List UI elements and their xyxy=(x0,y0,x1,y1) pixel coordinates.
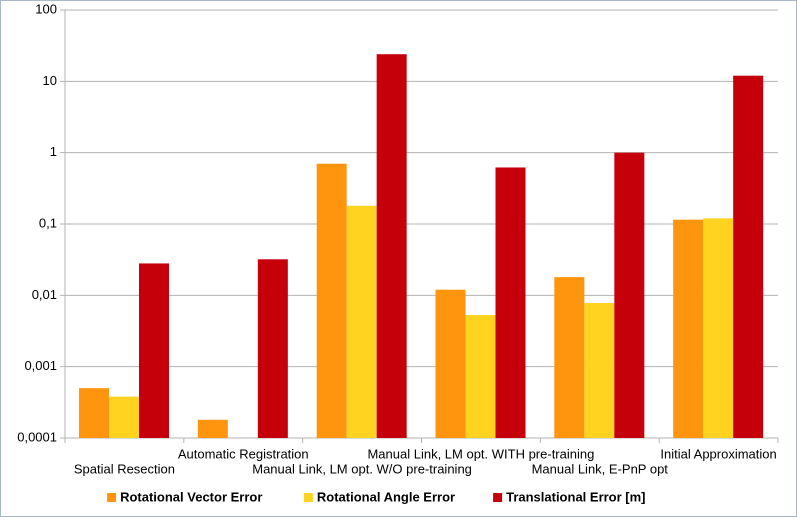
bar xyxy=(316,163,347,438)
y-tick-label: 0,0001 xyxy=(17,429,57,444)
legend-swatch xyxy=(493,493,503,502)
y-tick-label: 0,01 xyxy=(32,287,57,302)
x-tick-label: Spatial Resection xyxy=(74,461,175,476)
y-tick-label: 1 xyxy=(50,144,57,159)
bar xyxy=(139,263,169,438)
bar xyxy=(346,205,377,438)
x-tick-label: Manual Link, LM opt. W/O pre-training xyxy=(252,461,472,476)
bar xyxy=(465,315,496,438)
x-tick-label: Initial Approximation xyxy=(660,446,776,461)
bar xyxy=(584,303,615,438)
bar xyxy=(495,167,526,438)
bar xyxy=(435,289,466,438)
y-tick-label: 100 xyxy=(35,1,57,16)
x-tick-label: Manual Link, LM opt. WITH pre-training xyxy=(367,446,594,461)
bar xyxy=(376,54,407,438)
y-tick-label: 0,1 xyxy=(39,215,57,230)
x-tick-label: Automatic Registration xyxy=(178,446,309,461)
y-tick-label: 10 xyxy=(43,73,57,88)
bar xyxy=(733,75,764,439)
bar xyxy=(673,219,704,438)
bar xyxy=(197,419,228,438)
bar xyxy=(554,277,585,438)
bar xyxy=(79,388,109,438)
legend-swatch xyxy=(107,493,117,502)
y-tick-label: 0,001 xyxy=(24,358,57,373)
legend-swatch xyxy=(303,493,313,502)
legend-text: Rotational Vector Error xyxy=(120,489,262,504)
bar xyxy=(257,259,288,438)
bar xyxy=(703,218,734,438)
legend-text: Translational Error [m] xyxy=(506,489,645,504)
bar xyxy=(109,396,139,438)
x-tick-label: Manual Link, E-PnP opt xyxy=(532,461,669,476)
legend-text: Rotational Angle Error xyxy=(317,489,455,504)
bar xyxy=(614,152,645,438)
